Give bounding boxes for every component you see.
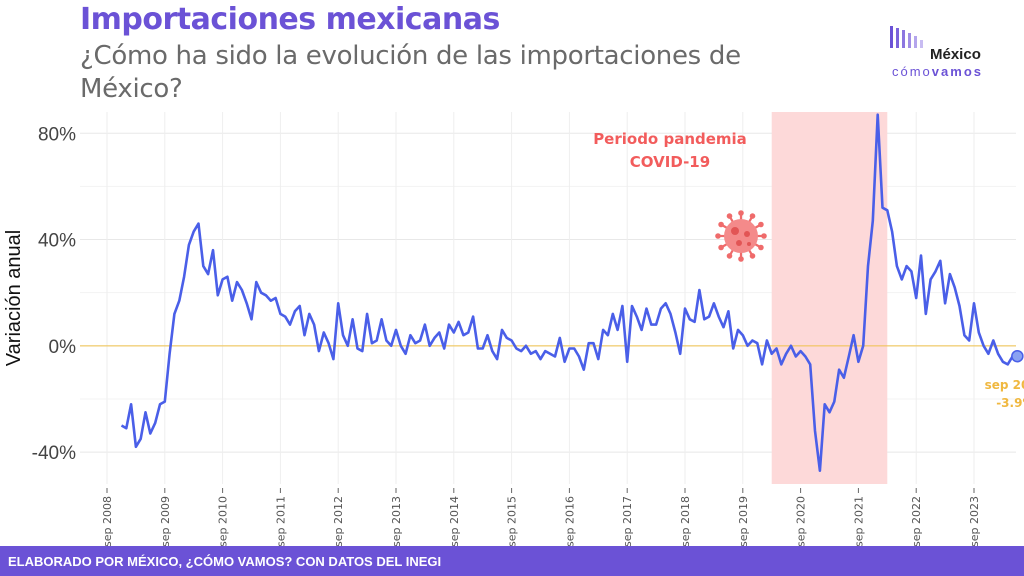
virus-icon (715, 210, 767, 262)
footer-bar: ELABORADO POR MÉXICO, ¿CÓMO VAMOS? CON D… (0, 546, 1024, 576)
x-tick-label: sep 2012 (332, 496, 345, 546)
logo-bars-icon (890, 26, 923, 48)
chart-title: Importaciones mexicanas (80, 2, 500, 37)
x-tick-label: sep 2019 (737, 496, 750, 546)
x-tick-label: sep 2022 (910, 496, 923, 546)
x-tick-label: sep 2020 (795, 496, 808, 546)
x-tick-label: sep 2011 (274, 496, 287, 546)
x-tick-label: sep 2014 (448, 496, 461, 546)
y-tick-label: -40% (32, 443, 76, 464)
logo: México cómovamos (888, 24, 1008, 84)
x-tick-label: sep 2015 (506, 496, 519, 546)
last-point-date-label: sep 2023 (985, 378, 1024, 392)
y-tick-label: 80% (38, 124, 76, 145)
x-tick-label: sep 2008 (101, 496, 114, 546)
last-point-value-label: -3.9% (996, 396, 1024, 410)
x-tick-label: sep 2013 (390, 496, 403, 546)
chart-area: -40% 0% 40% 80% Variación anual sep 2008 sep 2… (3, 112, 1024, 546)
footer-text: ELABORADO POR MÉXICO, ¿CÓMO VAMOS? CON D… (8, 554, 442, 569)
x-tick-label: sep 2009 (159, 496, 172, 546)
y-tick-label: 40% (38, 231, 76, 252)
x-tick-label: sep 2017 (621, 496, 634, 546)
imports-series-line (120, 113, 1018, 473)
last-point-marker (1011, 349, 1024, 363)
pandemic-label-line2: COVID-19 (630, 153, 710, 171)
y-tick-label: 0% (49, 337, 77, 358)
chart-subtitle: ¿Cómo ha sido la evolución de las import… (80, 41, 741, 104)
x-tick-label: sep 2016 (563, 496, 576, 546)
pandemic-label-line1: Periodo pandemia (593, 130, 747, 148)
x-tick-label: sep 2018 (679, 496, 692, 546)
x-tick-label: sep 2023 (968, 496, 981, 546)
pandemic-band (771, 112, 888, 484)
logo-text-mexico: México (930, 46, 981, 63)
y-axis-label: Variación anual (3, 230, 25, 366)
x-tick-label: sep 2021 (852, 496, 865, 546)
logo-text-comovamos: cómovamos (892, 64, 983, 79)
x-tick-label: sep 2010 (217, 496, 230, 546)
